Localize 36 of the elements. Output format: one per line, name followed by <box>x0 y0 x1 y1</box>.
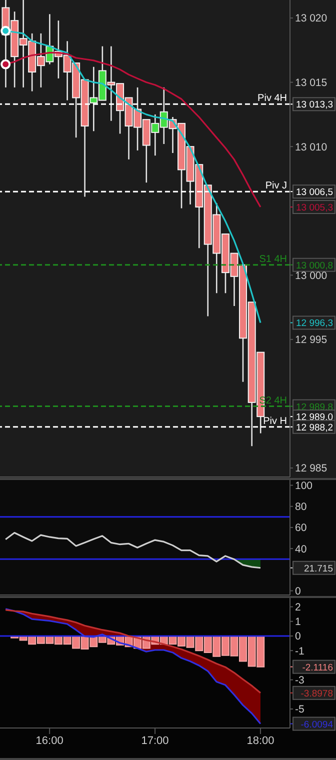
y-tick-label: 2 <box>295 601 301 614</box>
y-tick-label: 13 010 <box>295 141 328 154</box>
ref-line-label: Piv H <box>263 416 287 427</box>
ref-line-label: Piv 4H <box>258 93 287 104</box>
y-tick-label: 40 <box>295 543 307 556</box>
y-tick-label: -5 <box>295 704 304 716</box>
y-tick-label: 12 995 <box>295 334 328 346</box>
text: 21.715 <box>304 563 333 574</box>
y-tick-label: 60 <box>295 522 307 534</box>
x-tick-label: 16:00 <box>36 734 64 747</box>
annotation: 13 013,3 <box>296 100 333 111</box>
y-tick-label: 100 <box>295 480 313 492</box>
annotation: 13 005,3 <box>296 202 333 214</box>
text: -2.1116 <box>302 662 333 674</box>
text: -6.0094 <box>300 719 333 730</box>
y-tick-label: 13 015 <box>295 77 328 90</box>
y-tick-label: 80 <box>295 501 307 514</box>
y-tick-label: 12 985 <box>295 462 328 475</box>
x-tick-label: 18:00 <box>246 734 274 747</box>
y-tick-label: -3 <box>295 674 304 687</box>
ref-line-label: S1 4H <box>259 254 287 265</box>
annotation: 12 989,8 <box>296 402 333 413</box>
y-tick-label: 0 <box>295 586 301 598</box>
y-tick-label: 0 <box>295 630 301 643</box>
annotation: 12 989,0 <box>296 412 333 424</box>
annotation: 12 996,3 <box>296 318 333 330</box>
y-tick-label: -1 <box>295 645 304 658</box>
annotation: 13 006,5 <box>296 187 333 198</box>
annotation: 12 988,2 <box>296 422 333 434</box>
y-tick-label: 1 <box>295 616 301 628</box>
y-tick-label: 13 000 <box>295 270 328 282</box>
annotation: 13 000,8 <box>296 260 333 272</box>
text: -3.8978 <box>300 688 333 700</box>
y-tick-label: 13 020 <box>295 12 328 25</box>
x-tick-label: 17:00 <box>141 734 169 747</box>
ref-line-label: Piv J <box>265 180 287 192</box>
